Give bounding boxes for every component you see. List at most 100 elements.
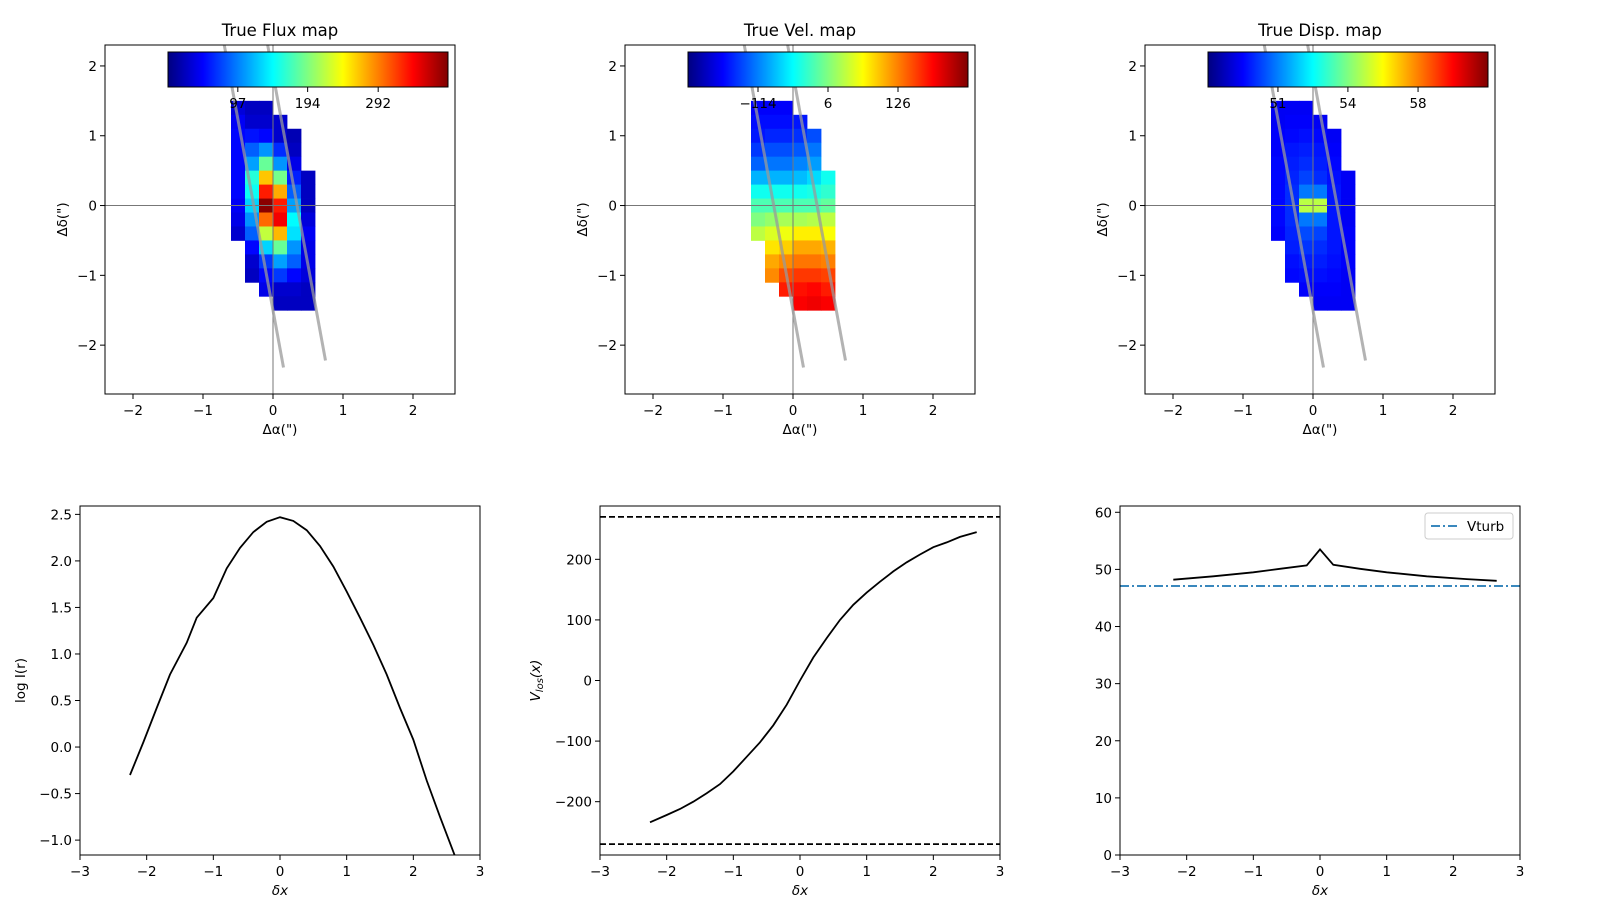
map-cell [1285, 114, 1300, 130]
plot-area [625, 45, 975, 394]
map-cell [821, 296, 836, 311]
map-cell [273, 212, 288, 227]
map-cell [765, 268, 780, 283]
x-tick-label: −2 [137, 864, 157, 880]
axes-frame [1144, 44, 1496, 395]
map-cell [273, 156, 288, 172]
map-cell [273, 254, 288, 269]
x-tick-label: −2 [1163, 403, 1183, 419]
y-tick-label: 0 [1103, 848, 1112, 864]
colorbar-gradient [167, 51, 449, 88]
y-tick-label: 60 [1095, 505, 1112, 521]
map-cell [1327, 282, 1342, 297]
map-cell [1285, 128, 1300, 144]
map-cell [1285, 240, 1300, 255]
map-cell [273, 184, 288, 199]
x-tick-label: −1 [713, 403, 733, 419]
map-cell [793, 170, 808, 185]
map-cell [1313, 296, 1328, 311]
colorbar-gradient [687, 51, 969, 88]
map-cell [287, 128, 302, 144]
y-tick-label: 1.0 [51, 647, 72, 663]
map-cell [287, 282, 302, 297]
x-axis-label: δx [1312, 883, 1329, 899]
map-cell [793, 184, 808, 199]
map-cell [779, 128, 794, 144]
map-cell [751, 226, 766, 241]
x-tick-label: 1 [862, 864, 871, 880]
plot-area [129, 516, 456, 855]
map-cell [1285, 268, 1300, 283]
map-cell [765, 142, 780, 158]
y-tick-label: 2 [608, 59, 617, 75]
map-cell [259, 114, 274, 130]
slit-line [742, 45, 805, 368]
map-cell [1341, 184, 1356, 199]
map-cell [793, 212, 808, 227]
y-tick-label: 30 [1095, 677, 1112, 693]
colorbar-tick-label: 51 [1269, 96, 1286, 112]
x-tick-label: 2 [409, 403, 418, 419]
x-tick-label: 2 [929, 403, 938, 419]
x-tick-label: −1 [203, 864, 223, 880]
y-tick-label: 2.0 [51, 554, 72, 570]
colorbar: −114 6 126 [687, 51, 969, 112]
y-tick-label: 200 [566, 552, 592, 568]
map-cell [807, 282, 822, 297]
x-tick-label: 2 [929, 864, 938, 880]
x-tick-label: −1 [193, 403, 213, 419]
y-tick-label: −1 [597, 268, 617, 284]
map-cell [793, 254, 808, 269]
map-cell [1299, 128, 1314, 144]
map-panel: 97 194 292 −2 −1 0 1 2 −2 −1 0 1 2 True Flux map Δα(")… [55, 21, 456, 438]
map-cell [1313, 212, 1328, 227]
x-tick-label: 3 [996, 864, 1005, 880]
axes-frame [1119, 505, 1521, 856]
map-cell [231, 212, 246, 227]
map-cell [765, 100, 780, 116]
map-cell [301, 226, 316, 241]
map-cell [765, 226, 780, 241]
axes-frame [79, 505, 481, 856]
colorbar: 51 54 58 [1207, 51, 1489, 112]
axes-frame [624, 44, 976, 395]
map-cell [779, 170, 794, 185]
x-tick-label: 1 [1379, 403, 1388, 419]
map-cell [259, 156, 274, 172]
x-tick-label: 0 [796, 864, 805, 880]
map-cell [779, 100, 794, 116]
map-cell [751, 170, 766, 185]
map-cell [807, 240, 822, 255]
map-cell [231, 156, 246, 172]
map-cell [1313, 254, 1328, 269]
map-cell [259, 170, 274, 185]
plot-area [600, 516, 1000, 845]
map-cell [231, 170, 246, 185]
colorbar-tick-label: 194 [295, 96, 321, 112]
map-cell [245, 254, 260, 269]
legend-box [1424, 512, 1514, 540]
x-axis-label: Δα(") [783, 422, 818, 438]
map-cell [807, 296, 822, 311]
map-cell [765, 240, 780, 255]
map-cell [751, 184, 766, 199]
map-cell [779, 114, 794, 130]
y-tick-label: −2 [77, 338, 97, 354]
map-cell [765, 254, 780, 269]
map-cell [779, 156, 794, 172]
colorbar-tick-label: 6 [824, 96, 833, 112]
map-cell [807, 254, 822, 269]
x-tick-label: 3 [1516, 864, 1525, 880]
y-tick-label: −100 [555, 734, 592, 750]
map-cell [1341, 212, 1356, 227]
map-cell [245, 156, 260, 172]
map-cell [793, 282, 808, 297]
colorbar-tick-label: 126 [885, 96, 911, 112]
x-axis-label: Δα(") [263, 422, 298, 438]
y-tick-label: 10 [1095, 791, 1112, 807]
map-cell [1327, 128, 1342, 144]
x-axis-label: δx [272, 883, 289, 899]
chart-title: True Disp. map [1257, 21, 1382, 40]
map-cell [807, 128, 822, 144]
